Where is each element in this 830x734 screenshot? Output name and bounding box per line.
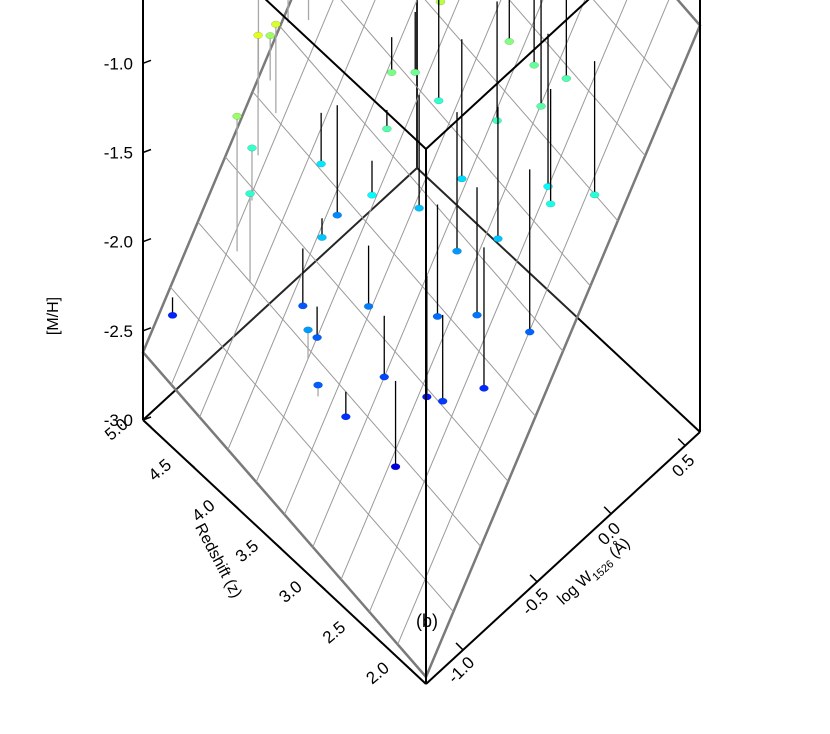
y-tick-mark xyxy=(273,541,283,550)
y-tick-label: 4.5 xyxy=(145,455,175,485)
data-point xyxy=(529,61,539,69)
data-point xyxy=(386,69,397,76)
data-point xyxy=(382,125,392,133)
plane-grid-line xyxy=(170,0,334,385)
data-point xyxy=(341,413,351,421)
data-point xyxy=(265,32,275,40)
plane-grid-line xyxy=(284,0,502,515)
data-point xyxy=(435,0,446,6)
x-tick-label: -1.0 xyxy=(444,653,478,687)
z-tick-mark xyxy=(142,416,152,421)
data-point xyxy=(545,200,556,208)
data-points xyxy=(167,0,600,471)
frame-edge-back-x xyxy=(142,167,418,421)
y-tick-mark xyxy=(229,500,239,509)
y-tick-label: 3.5 xyxy=(232,536,262,566)
plane-grid-line xyxy=(227,0,418,450)
z-tick-mark xyxy=(142,59,152,65)
data-point xyxy=(379,373,389,381)
data-point xyxy=(536,102,546,110)
data-point xyxy=(298,302,308,310)
data-point xyxy=(247,144,257,152)
data-point xyxy=(504,38,515,45)
y-tick-label: 3.0 xyxy=(275,577,305,607)
plane-grid-line xyxy=(424,0,619,222)
data-point xyxy=(561,75,572,82)
z-tick-label: -1.5 xyxy=(104,144,133,163)
y-tick-label: 4.0 xyxy=(188,496,218,526)
y-tick-mark xyxy=(316,581,326,591)
x-tick-label: 0.5 xyxy=(668,451,698,481)
data-point xyxy=(452,247,462,255)
data-point xyxy=(390,463,401,471)
z-tick-label: -3.0 xyxy=(104,411,133,430)
frame-edge-back-y xyxy=(416,167,701,433)
x-tick-mark xyxy=(603,506,612,515)
y-tick-mark xyxy=(403,663,413,672)
x-tick-label: -0.5 xyxy=(518,585,552,619)
plane-grid-line xyxy=(199,0,376,418)
z-tick-mark xyxy=(142,148,152,154)
plane-grid-line xyxy=(508,0,646,157)
x-axis-title: log W1526 (Å) xyxy=(553,533,635,610)
plane-grid-line xyxy=(593,0,673,91)
data-point xyxy=(245,190,255,198)
fitted-plane xyxy=(141,0,702,680)
data-point xyxy=(433,97,444,105)
frame-edge-top-front xyxy=(425,0,590,150)
data-point xyxy=(363,302,374,310)
z-tick-label: -2.5 xyxy=(104,322,133,341)
data-point xyxy=(493,235,503,243)
data-point xyxy=(312,334,322,341)
y-tick-label: 2.5 xyxy=(319,618,349,648)
panel-label: (b) xyxy=(416,611,438,631)
x-axis-line xyxy=(425,431,701,685)
data-point xyxy=(367,191,377,199)
data-point xyxy=(414,204,424,212)
y-tick-mark xyxy=(186,460,196,469)
data-point xyxy=(479,384,489,392)
z-tick-label: -2.0 xyxy=(104,233,133,252)
y-tick-mark xyxy=(360,622,370,631)
y-tick-label: 2.0 xyxy=(362,658,392,688)
data-point xyxy=(410,68,420,76)
data-point xyxy=(524,328,535,336)
frame-back xyxy=(142,0,701,433)
data-point xyxy=(313,381,323,389)
data-point xyxy=(432,313,443,320)
frame-edge-top-left xyxy=(264,0,427,150)
data-point xyxy=(303,326,313,334)
data-point xyxy=(589,191,600,199)
data-point xyxy=(332,211,343,219)
data-point xyxy=(457,175,467,183)
z-tick-mark xyxy=(142,237,152,243)
y-tick-mark xyxy=(142,419,152,428)
z-axis-title: [M/H] xyxy=(45,297,62,335)
plane-grid-line xyxy=(255,0,460,483)
data-point xyxy=(437,397,448,405)
data-point xyxy=(472,311,482,319)
data-point xyxy=(317,233,327,241)
x-tick-mark xyxy=(529,574,538,583)
y-axis-title: Redshift (z) xyxy=(191,521,244,601)
data-point xyxy=(271,20,281,28)
x-axis-title-text: log W1526 (Å) xyxy=(553,533,635,610)
z-tick-mark xyxy=(142,327,152,332)
z-tick-label: -1.0 xyxy=(104,54,133,73)
plane-grid-line xyxy=(340,0,591,287)
x-tick-mark xyxy=(455,642,464,651)
data-point xyxy=(232,112,242,120)
data-point xyxy=(167,311,178,319)
x-tick-mark xyxy=(677,438,686,447)
data-point xyxy=(492,117,502,125)
data-point xyxy=(253,31,263,39)
data-point xyxy=(316,160,326,168)
